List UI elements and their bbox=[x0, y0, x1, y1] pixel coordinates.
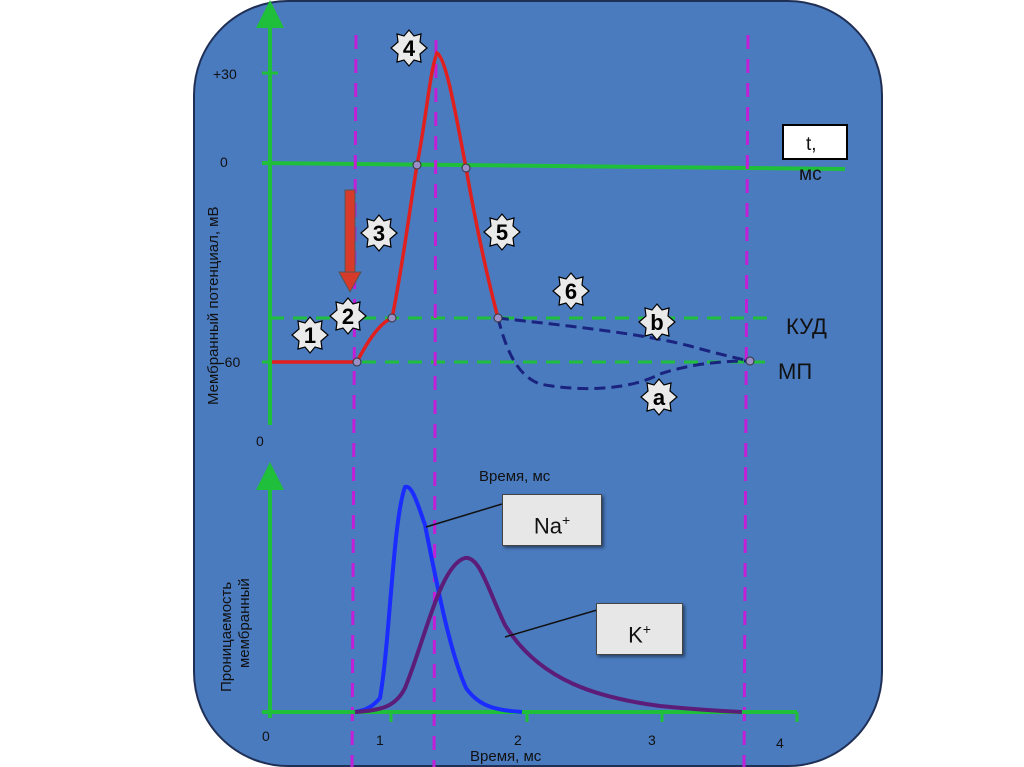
point-threshold bbox=[387, 313, 397, 323]
na-ion-label: Na bbox=[533, 513, 562, 539]
phase-label-6: 6 bbox=[565, 279, 577, 304]
phase-label-4: 4 bbox=[403, 36, 416, 61]
x-tick-label-2: 2 bbox=[514, 732, 522, 748]
k-ion-label: K bbox=[628, 622, 643, 648]
bottom-y-axis-title-line2: мембранный bbox=[236, 578, 253, 668]
bottom-origin-label: 0 bbox=[262, 728, 270, 744]
phase-marker-b: b bbox=[638, 303, 676, 341]
bottom-y-axis-title-line1: Проницаемость bbox=[218, 581, 235, 692]
k-ion-charge: + bbox=[642, 621, 651, 637]
time-label-t: t, bbox=[806, 134, 817, 155]
phase-marker-1: 1 bbox=[291, 316, 329, 354]
guide-line-end bbox=[742, 34, 750, 767]
na-ion-box: Na+ bbox=[502, 494, 602, 546]
time-label-ms: мс bbox=[799, 164, 822, 185]
k-leader-line bbox=[504, 609, 598, 638]
bottom-x-axis-title-top: Время, мс bbox=[479, 468, 551, 485]
point-repolarization bbox=[493, 313, 503, 323]
guide-line-peak bbox=[432, 39, 438, 767]
afterpotential-curve-a bbox=[496, 317, 751, 391]
na-ion-charge: + bbox=[561, 512, 571, 528]
phase-label-1: 1 bbox=[304, 323, 316, 348]
phase-label-b: b bbox=[650, 310, 663, 335]
point-threshold-start bbox=[352, 357, 362, 367]
zero-line bbox=[261, 161, 846, 171]
y-tick-zero: 0 bbox=[220, 154, 228, 170]
afterpotential-curve-b bbox=[497, 316, 751, 363]
point-zero-falling bbox=[461, 163, 471, 173]
phase-marker-5: 5 bbox=[483, 213, 521, 251]
phase-label-3: 3 bbox=[373, 221, 385, 246]
y-tick-plus30: +30 bbox=[213, 66, 237, 82]
action-potential-curve bbox=[272, 50, 500, 364]
top-y-axis-title: Мембранный потенциал, мВ bbox=[205, 206, 222, 405]
x-tick-label-4: 4 bbox=[776, 735, 784, 751]
phase-marker-2: 2 bbox=[329, 297, 367, 335]
time-label-box bbox=[782, 124, 848, 160]
na-permeability-curve bbox=[354, 484, 523, 714]
bottom-x-axis-title: Время, мс bbox=[470, 748, 542, 765]
phase-marker-4: 4 bbox=[390, 29, 428, 67]
phase-label-2: 2 bbox=[342, 304, 354, 329]
threshold-label: КУД bbox=[786, 314, 827, 339]
phase-marker-6: 6 bbox=[552, 272, 590, 310]
top-origin-label: 0 bbox=[256, 433, 264, 449]
stimulus-arrow-icon bbox=[338, 189, 362, 294]
x-tick-label-1: 1 bbox=[376, 732, 384, 748]
point-zero-rising bbox=[412, 160, 422, 170]
k-permeability-curve bbox=[354, 556, 743, 714]
point-rest-return bbox=[745, 356, 755, 366]
phase-label-a: a bbox=[653, 385, 666, 410]
phase-label-5: 5 bbox=[496, 220, 508, 245]
phase-markers: 1 2 3 4 5 6 a b bbox=[291, 29, 678, 416]
x-tick-label-3: 3 bbox=[648, 732, 656, 748]
phase-marker-3: 3 bbox=[360, 214, 398, 252]
guide-line-stimulus bbox=[350, 34, 358, 767]
resting-potential-label: МП bbox=[778, 359, 813, 384]
diagram-panel bbox=[193, 0, 883, 767]
na-leader-line bbox=[425, 503, 503, 528]
k-ion-box: K+ bbox=[596, 603, 683, 655]
y-tick-minus60: -60 bbox=[220, 354, 241, 370]
phase-marker-a: a bbox=[640, 378, 678, 416]
